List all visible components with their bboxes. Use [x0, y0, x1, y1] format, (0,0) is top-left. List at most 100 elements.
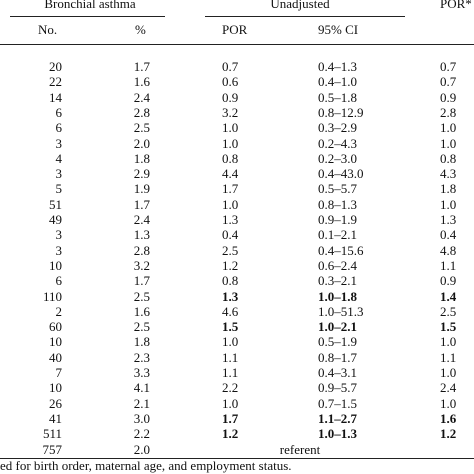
header-rule — [0, 44, 474, 45]
cell: 0.2–4.3 — [318, 135, 357, 151]
cell: 0.5–5.7 — [318, 181, 357, 197]
cell: 0.5–1.9 — [318, 334, 357, 350]
cell: 1.7 — [133, 59, 150, 74]
cell: 1.1–2.7 — [318, 410, 357, 426]
cell: 2 — [55, 303, 63, 319]
cell: 0.6–2.4 — [318, 257, 357, 273]
cell: 1.6 — [133, 74, 150, 90]
cell: 4.3 — [440, 166, 457, 182]
cell: 1.0 — [222, 395, 239, 411]
cell: 1.0 — [222, 196, 239, 212]
cell: 6 — [55, 120, 63, 136]
cell: 0.7 — [440, 74, 457, 90]
cell: 511 — [42, 426, 62, 442]
cell: 4.1 — [133, 380, 150, 396]
cell: 0.1–2.1 — [318, 227, 357, 243]
cell: 1.8 — [133, 334, 150, 350]
cell: 2.3 — [133, 349, 150, 365]
cell: 1.2 — [222, 426, 239, 442]
column-header: % — [135, 22, 146, 37]
cell: 0.8–1.3 — [318, 196, 357, 212]
column-header: POR — [222, 22, 248, 37]
cell: 1.0 — [440, 334, 457, 350]
cell: 4 — [55, 150, 63, 166]
cell: 3 — [55, 135, 63, 151]
cell: 2.9 — [133, 166, 150, 182]
cell: referent — [279, 441, 321, 457]
cell: 0.6 — [222, 74, 239, 90]
cell: 0.4–1.3 — [318, 59, 357, 74]
cell: 1.0 — [440, 395, 457, 411]
cell: 2.4 — [440, 380, 457, 396]
cell: 2.2 — [222, 380, 239, 396]
footer-rule — [0, 458, 474, 459]
cell: 0.4–43.0 — [318, 166, 364, 182]
cell: 2.8 — [133, 104, 150, 120]
cell: 22 — [49, 74, 62, 90]
cell: 0.4–15.6 — [318, 242, 364, 258]
cell: 2.8 — [133, 242, 150, 258]
cell: 0.9–1.9 — [318, 212, 357, 227]
cell: 0.4 — [222, 227, 239, 243]
cell: 0.9 — [222, 89, 239, 105]
cell: 6 — [55, 104, 63, 120]
cell: 1.0–1.8 — [318, 288, 357, 304]
cell: 1.2 — [222, 257, 239, 273]
cell: 1.0 — [440, 135, 457, 151]
cell: 0.7–1.5 — [318, 395, 357, 411]
cell: 0.9–5.7 — [318, 380, 357, 396]
cell: 14 — [49, 89, 62, 105]
cell: 4.4 — [222, 166, 239, 182]
cell: 2.5 — [133, 319, 150, 335]
cell: 41 — [49, 410, 62, 426]
cell: 0.4 — [440, 227, 457, 243]
cell: 6 — [55, 273, 63, 289]
cell: 3.2 — [133, 257, 150, 273]
cell: 1.2 — [440, 426, 457, 442]
cell: 3.0 — [133, 410, 150, 426]
cell: 1.8 — [440, 181, 457, 197]
cell: 3.2 — [222, 104, 239, 120]
cell: 1.0–2.1 — [318, 319, 357, 335]
cell: 10 — [49, 380, 62, 396]
cell: 1.0 — [440, 196, 457, 212]
group-header: Bronchial asthma — [44, 0, 136, 11]
cell: 0.3–2.1 — [318, 273, 357, 289]
cell: 0.4–1.0 — [318, 74, 357, 90]
cell: 1.6 — [440, 410, 457, 426]
cell: 1.7 — [222, 410, 239, 426]
cell: 2.0 — [133, 441, 150, 457]
column-header: No. — [38, 22, 58, 37]
cell: 1.4 — [440, 288, 457, 304]
cell: 110 — [42, 288, 62, 304]
cell: 2.4 — [133, 89, 150, 105]
cell: 1.0 — [222, 135, 239, 151]
cell: 1.3 — [222, 288, 239, 304]
cell: 10 — [49, 334, 62, 350]
cell: 20 — [49, 59, 62, 74]
cell: 2.5 — [222, 242, 239, 258]
cell: 0.5–1.8 — [318, 89, 357, 105]
cell: 0.2–3.0 — [318, 150, 357, 166]
cell: 0.8 — [440, 150, 457, 166]
cell: 10 — [49, 257, 62, 273]
cell: 1.0–51.3 — [318, 303, 364, 319]
cell: 1.1 — [222, 365, 239, 380]
cell: 0.8 — [222, 273, 239, 289]
group-header: Unadjusted — [270, 0, 330, 11]
cell: 1.5 — [222, 319, 239, 335]
cell: 1.6 — [133, 303, 150, 319]
cell: 0.4–3.1 — [318, 365, 357, 380]
cell: 5 — [55, 181, 63, 197]
cell: 0.9 — [440, 89, 457, 105]
cell: 1.7 — [133, 196, 150, 212]
cell: 4.8 — [440, 242, 457, 258]
cell: 3 — [55, 242, 63, 258]
cell: 1.7 — [222, 181, 239, 197]
cell: 2.5 — [133, 288, 150, 304]
cell: 1.0 — [222, 120, 239, 136]
cell: 1.9 — [133, 181, 150, 197]
cell: 0.7 — [222, 59, 239, 74]
cell: 2.2 — [133, 426, 150, 442]
